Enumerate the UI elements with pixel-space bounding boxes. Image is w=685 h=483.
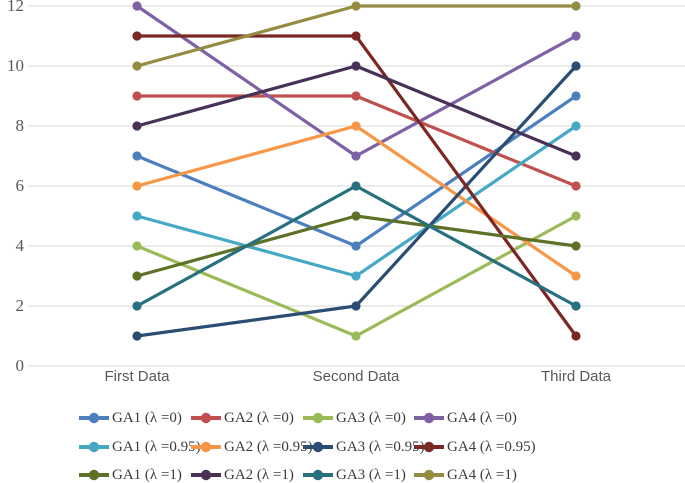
legend-marker-icon xyxy=(191,469,221,481)
y-tick-label: 4 xyxy=(15,236,25,255)
y-tick-label: 8 xyxy=(15,116,25,135)
legend-label: GA2 (λ =0) xyxy=(224,409,294,426)
data-point-marker xyxy=(351,271,361,281)
y-tick-label: 10 xyxy=(7,56,24,75)
data-point-marker xyxy=(132,91,142,101)
legend-label: GA2 (λ =1) xyxy=(224,466,294,483)
legend-marker-icon xyxy=(414,441,444,453)
data-point-marker xyxy=(132,301,142,311)
legend-label: GA4 (λ =0.95) xyxy=(447,438,536,455)
legend-item: GA3 (λ =1) xyxy=(302,465,406,483)
legend-marker-icon xyxy=(79,412,109,424)
plot-area xyxy=(28,1,685,367)
y-tick-label: 0 xyxy=(15,356,25,375)
legend-marker-icon xyxy=(191,412,221,424)
data-point-marker xyxy=(132,61,142,71)
x-tick-label: Second Data xyxy=(312,368,400,385)
data-point-marker xyxy=(571,211,581,221)
data-point-marker xyxy=(351,181,361,191)
x-tick-label: First Data xyxy=(104,368,170,385)
legend-item: GA4 (λ =0.95) xyxy=(413,437,536,457)
legend-label: GA3 (λ =0.95) xyxy=(336,438,425,455)
data-point-marker xyxy=(571,31,581,41)
data-point-marker xyxy=(571,241,581,251)
legend-marker-icon xyxy=(414,469,444,481)
data-point-marker xyxy=(132,31,142,41)
legend-item: GA1 (λ =0) xyxy=(78,408,182,428)
legend-item: GA1 (λ =0.95) xyxy=(78,437,201,457)
y-tick-label: 6 xyxy=(15,176,25,195)
data-point-marker xyxy=(351,91,361,101)
data-point-marker xyxy=(571,271,581,281)
data-point-marker xyxy=(571,181,581,191)
data-point-marker xyxy=(132,211,142,221)
data-point-marker xyxy=(351,61,361,71)
legend-label: GA3 (λ =0) xyxy=(336,409,406,426)
data-point-marker xyxy=(351,241,361,251)
data-point-marker xyxy=(132,1,142,11)
legend-label: GA3 (λ =1) xyxy=(336,466,406,483)
legend-item: GA1 (λ =1) xyxy=(78,465,182,483)
x-tick-label: Third Data xyxy=(540,368,612,385)
data-point-marker xyxy=(132,241,142,251)
legend-item: GA2 (λ =0) xyxy=(190,408,294,428)
legend-item: GA2 (λ =0.95) xyxy=(190,437,313,457)
data-point-marker xyxy=(132,121,142,131)
data-point-marker xyxy=(351,121,361,131)
legend-item: GA3 (λ =0) xyxy=(302,408,406,428)
legend-marker-icon xyxy=(303,441,333,453)
y-tick-label: 12 xyxy=(7,0,24,15)
legend-item: GA4 (λ =0) xyxy=(413,408,517,428)
data-point-marker xyxy=(571,301,581,311)
data-point-marker xyxy=(132,151,142,161)
data-point-marker xyxy=(571,151,581,161)
data-point-marker xyxy=(351,331,361,341)
legend-label: GA4 (λ =0) xyxy=(447,409,517,426)
data-point-marker xyxy=(351,31,361,41)
data-point-marker xyxy=(571,1,581,11)
y-tick-label: 2 xyxy=(15,296,25,315)
legend-marker-icon xyxy=(191,441,221,453)
series-line xyxy=(135,4,578,158)
legend-label: GA4 (λ =1) xyxy=(447,466,517,483)
data-point-marker xyxy=(132,271,142,281)
data-point-marker xyxy=(351,151,361,161)
data-point-marker xyxy=(571,331,581,341)
data-point-marker xyxy=(351,1,361,11)
legend-label: GA1 (λ =0) xyxy=(112,409,182,426)
legend-label: GA1 (λ =1) xyxy=(112,466,182,483)
legend-marker-icon xyxy=(79,441,109,453)
legend-marker-icon xyxy=(79,469,109,481)
data-point-marker xyxy=(571,121,581,131)
legend-label: GA2 (λ =0.95) xyxy=(224,438,313,455)
legend-marker-icon xyxy=(303,469,333,481)
data-point-marker xyxy=(571,61,581,71)
data-point-marker xyxy=(132,181,142,191)
legend-marker-icon xyxy=(414,412,444,424)
data-point-marker xyxy=(571,91,581,101)
data-point-marker xyxy=(132,331,142,341)
legend-item: GA2 (λ =1) xyxy=(190,465,294,483)
legend-marker-icon xyxy=(303,412,333,424)
legend-label: GA1 (λ =0.95) xyxy=(112,438,201,455)
legend-item: GA3 (λ =0.95) xyxy=(302,437,425,457)
data-point-marker xyxy=(351,211,361,221)
legend-item: GA4 (λ =1) xyxy=(413,465,517,483)
data-point-marker xyxy=(351,301,361,311)
